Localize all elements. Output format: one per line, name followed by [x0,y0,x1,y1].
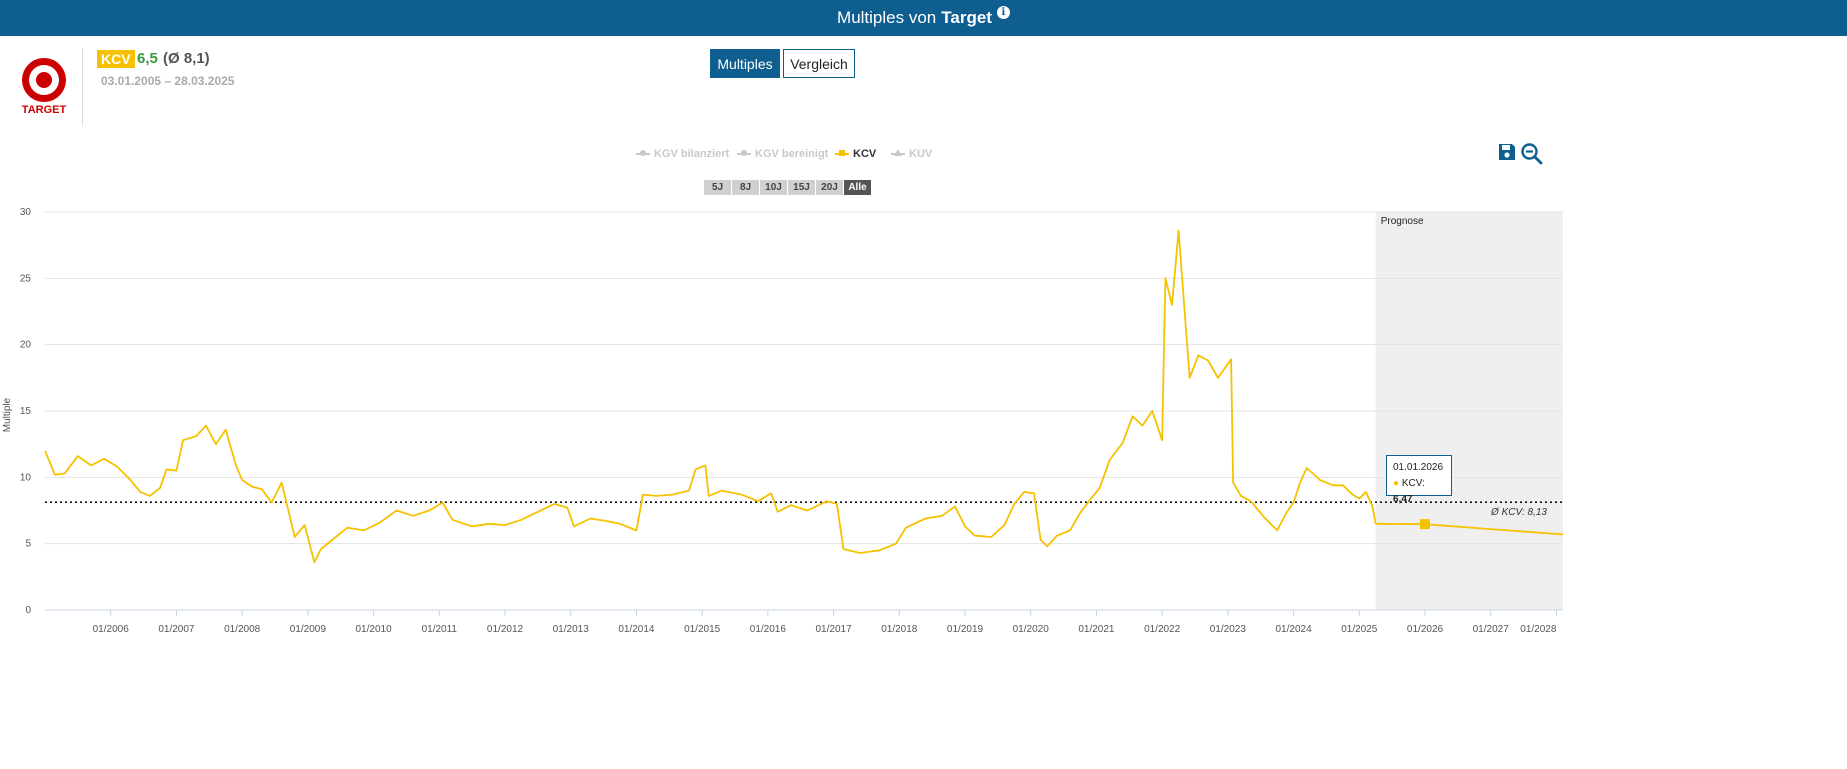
kcv-series-line [44,229,1377,564]
x-tick-label: 01/2028 [1520,624,1557,635]
legend-label: KUV [909,148,933,160]
y-tick-label: 0 [25,605,31,616]
x-tick-label: 01/2017 [815,624,852,635]
range-button-15j[interactable]: 15J [788,180,815,195]
range-selector: 5J 8J 10J 15J 20J Alle [704,180,871,195]
metric-average: (Ø 8,1) [163,50,210,67]
range-button-alle[interactable]: Alle [844,180,871,195]
y-axis-label: Multiple [2,397,13,432]
legend-triangle-icon [891,149,905,156]
kcv-forecast-line [1375,522,1564,536]
average-label: Ø KCV: 8,13 [1490,507,1547,518]
x-tick-label: 01/2027 [1473,624,1510,635]
x-tick-label: 01/2013 [553,624,590,635]
x-tick-label: 01/2019 [947,624,984,635]
tooltip-value: 6,47 [1393,494,1413,505]
tab-multiples[interactable]: Multiples [710,49,780,78]
y-tick-label: 30 [20,207,32,218]
range-button-5j[interactable]: 5J [704,180,731,195]
forecast-label: Prognose [1381,216,1424,227]
y-tick-label: 5 [25,539,31,550]
tab-vergleich[interactable]: Vergleich [783,49,855,78]
tooltip-dot-icon: ● [1393,478,1400,489]
target-bullseye-logo [22,58,66,102]
tooltip-value-row: ● KCV: 6,47 [1393,476,1445,508]
legend-circle-icon [737,150,751,156]
x-tick-label: 01/2011 [422,624,458,635]
x-tick-label: 01/2014 [618,624,655,635]
x-tick-label: 01/2010 [355,624,392,635]
legend-circle-icon [636,150,650,156]
y-tick-label: 25 [20,273,32,284]
y-tick-label: 10 [20,472,32,483]
kcv-chart: 0 5 10 15 20 25 30 01/2006 01/2007 01/2008 01/200… [2,207,1564,635]
y-tick-label: 15 [20,406,32,417]
range-button-10j[interactable]: 10J [760,180,787,195]
x-tick-label: 01/2007 [158,624,195,635]
legend-item-kgv-bereinigt[interactable]: KGV bereinigt [737,148,828,160]
legend-item-kcv[interactable]: KCV [835,148,876,160]
x-tick-label: 01/2016 [750,624,787,635]
legend-square-icon [835,150,849,156]
highlight-marker [1420,519,1430,530]
x-tick-label: 01/2021 [1078,624,1115,635]
x-tick-label: 01/2020 [1013,624,1050,635]
page-title-bar: Multiples von Target i [0,0,1847,36]
info-icon[interactable]: i [996,5,1010,19]
company-logo-text: TARGET [21,104,67,116]
range-button-20j[interactable]: 20J [816,180,843,195]
date-range: 03.01.2005 – 28.03.2025 [101,74,235,88]
chart-legend: KGV bilanziert KGV bereinigt KCV KUV [0,148,1847,164]
x-tick-label: 01/2018 [881,624,918,635]
save-icon[interactable] [1497,142,1517,162]
range-button-8j[interactable]: 8J [732,180,759,195]
zoom-out-icon[interactable] [1520,142,1544,166]
page-title-prefix: Multiples von [837,8,937,27]
x-tick-label: 01/2022 [1144,624,1181,635]
tooltip-date: 01.01.2026 [1393,462,1444,473]
legend-label: KGV bereinigt [755,148,829,160]
legend-item-kgv-bilanziert[interactable]: KGV bilanziert [636,148,729,160]
tooltip-label: KCV: [1401,478,1425,489]
y-tick-label: 20 [20,340,32,351]
metric-current-value: 6,5 [137,50,158,67]
x-tick-label: 01/2012 [487,624,524,635]
x-tick-label: 01/2006 [93,624,130,635]
x-tick-label: 01/2026 [1407,624,1444,635]
legend-label: KCV [853,148,877,160]
x-tick-label: 01/2015 [684,624,721,635]
x-tick-label: 01/2008 [224,624,261,635]
legend-label: KGV bilanziert [654,148,730,160]
x-tick-label: 01/2024 [1275,624,1312,635]
chart-tooltip: 01.01.2026 ● KCV: 6,47 [1386,455,1452,505]
page-title-company: Target [941,8,992,27]
x-tick-label: 01/2025 [1341,624,1378,635]
header-divider [82,48,83,126]
metric-badge: KCV [97,50,135,68]
legend-item-kuv[interactable]: KUV [891,148,932,160]
x-tick-label: 01/2009 [290,624,327,635]
x-tick-label: 01/2023 [1210,624,1247,635]
